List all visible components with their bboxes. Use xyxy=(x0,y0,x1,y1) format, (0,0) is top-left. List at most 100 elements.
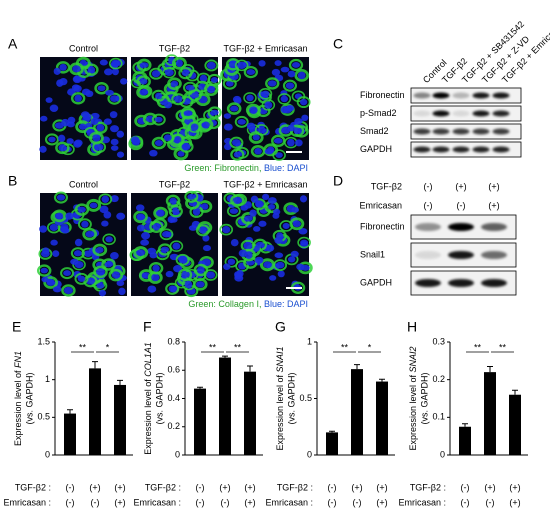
nucleus xyxy=(141,231,151,240)
panel-label: H xyxy=(407,319,417,335)
nucleus xyxy=(92,134,101,142)
green-signal xyxy=(53,191,69,204)
nucleus xyxy=(210,109,219,116)
condition-mark: (+) xyxy=(488,181,499,191)
y-label-gene: FN1 xyxy=(13,351,23,368)
significance-label: ** xyxy=(209,342,217,352)
nucleus xyxy=(48,136,56,143)
nucleus xyxy=(282,222,290,230)
green-signal xyxy=(188,89,202,102)
nucleus xyxy=(87,66,96,74)
nucleus xyxy=(39,225,48,233)
green-signal xyxy=(297,236,311,249)
nucleus xyxy=(63,286,73,295)
green-signal xyxy=(165,194,181,208)
nucleus xyxy=(63,270,72,277)
green-signal xyxy=(108,57,123,70)
green-signal xyxy=(265,77,280,90)
nucleus xyxy=(246,69,256,75)
condition-label: TGF-β2 : xyxy=(410,482,446,492)
bar xyxy=(484,372,496,455)
nucleus xyxy=(70,258,79,265)
green-signal xyxy=(207,106,222,119)
green-signal xyxy=(133,210,148,224)
green-signal xyxy=(219,223,234,236)
nucleus xyxy=(287,70,296,78)
nucleus xyxy=(168,285,176,293)
nucleus xyxy=(116,212,126,220)
significance-label: * xyxy=(106,342,110,352)
green-signal xyxy=(261,99,276,111)
nucleus xyxy=(280,95,289,103)
band xyxy=(415,223,441,231)
green-signal xyxy=(157,243,173,256)
micrograph xyxy=(129,190,218,298)
panel-label: A xyxy=(8,36,18,52)
nucleus xyxy=(253,225,261,232)
y-label-gene: SNAI2 xyxy=(408,346,418,372)
nucleus xyxy=(263,261,272,268)
caption: Green: Fibronectin, Blue: DAPI xyxy=(184,163,308,173)
green-signal xyxy=(243,65,258,79)
y-axis-label: Expression level of SNAI1 xyxy=(275,346,285,450)
column-title: TGF-β2 + Emricasan xyxy=(224,43,308,53)
nucleus xyxy=(257,126,266,134)
nucleus xyxy=(274,236,283,244)
nucleus xyxy=(74,238,83,247)
nucleus xyxy=(246,94,254,102)
nucleus xyxy=(301,114,309,122)
band xyxy=(492,128,510,135)
condition-mark: (-) xyxy=(461,497,470,507)
green-signal xyxy=(61,284,76,297)
nucleus xyxy=(177,150,185,157)
green-signal xyxy=(282,79,298,92)
nucleus xyxy=(96,123,105,132)
nucleus xyxy=(262,193,270,201)
nucleus xyxy=(183,110,193,116)
green-signal xyxy=(245,103,261,117)
nucleus xyxy=(232,95,242,103)
nucleus xyxy=(156,209,165,217)
nucleus xyxy=(240,204,249,211)
condition-mark: (-) xyxy=(328,497,337,507)
micrograph xyxy=(128,54,222,161)
green-signal xyxy=(229,136,244,149)
nucleus xyxy=(206,61,216,70)
nucleus xyxy=(223,113,232,119)
green-signal xyxy=(74,203,90,216)
green-signal xyxy=(70,92,86,105)
green-signal xyxy=(149,220,164,233)
column-title: TGF-β2 xyxy=(159,179,190,189)
band xyxy=(452,128,470,135)
condition-label: Emricasan xyxy=(359,200,402,210)
y-axis-label: Expression level of FN1 xyxy=(13,351,23,446)
nucleus xyxy=(147,247,157,255)
condition-mark: (+) xyxy=(219,482,230,492)
nucleus xyxy=(178,256,187,264)
panel-label: B xyxy=(8,173,17,189)
nucleus xyxy=(206,271,216,279)
nucleus xyxy=(155,92,163,100)
nucleus xyxy=(237,61,247,70)
nucleus xyxy=(201,203,209,210)
green-signal xyxy=(133,246,149,260)
green-signal xyxy=(149,67,164,80)
nucleus xyxy=(96,282,105,289)
green-signal xyxy=(46,221,61,234)
nucleus xyxy=(111,271,120,279)
nucleus xyxy=(139,78,148,85)
green-signal xyxy=(77,218,92,231)
nucleus xyxy=(61,118,70,127)
band xyxy=(492,92,510,99)
blot xyxy=(410,123,522,140)
green-signal xyxy=(289,217,305,231)
significance-label: ** xyxy=(234,342,242,352)
nucleus xyxy=(40,115,48,122)
nucleus xyxy=(164,69,174,77)
green-signal xyxy=(70,247,85,260)
nucleus xyxy=(264,148,274,155)
band xyxy=(481,279,507,287)
green-signal xyxy=(195,224,211,237)
band xyxy=(472,146,490,153)
condition-mark: (-) xyxy=(457,200,466,210)
